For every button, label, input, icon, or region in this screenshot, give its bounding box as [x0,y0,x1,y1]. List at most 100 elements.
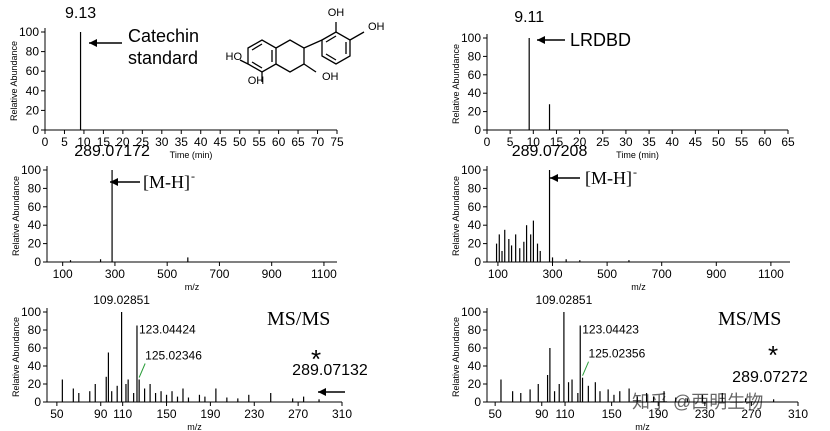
y-tick-label: 20 [28,377,42,391]
x-tick-label: 10 [527,135,541,149]
x-tick-label: 700 [209,267,229,281]
y-tick-label: 60 [28,341,42,355]
x-tick-label: 50 [50,407,64,421]
annotation: [M-H] [143,172,190,192]
arrow-head [89,39,97,47]
x-tick-label: 0 [484,135,491,149]
x-tick-label: 230 [695,407,715,421]
y-tick-label: 100 [461,31,481,45]
x-tick-label: 30 [155,135,169,149]
annotation: [M-H] [585,168,632,188]
x-tick-label: 0 [42,135,49,149]
y-tick-label: 20 [468,377,482,391]
annotation: * [768,340,778,370]
y-tick-label: 80 [26,45,40,59]
arrow-head [537,36,545,44]
y-tick-label: 0 [474,255,481,269]
x-axis-label: Time (min) [170,150,213,160]
y-tick-label: 100 [21,305,41,319]
x-tick-label: 65 [291,135,305,149]
peak-label: 289.07132 [292,362,368,379]
structure-label: HO [226,51,243,63]
peak-label: 9.13 [65,5,96,22]
x-tick-label: 60 [272,135,286,149]
x-axis-label: Time (min) [616,150,659,160]
x-tick-label: 55 [252,135,266,149]
peak-label: 123.04423 [582,323,639,337]
peak-label: 289.07172 [74,143,150,160]
y-tick-label: 60 [26,64,40,78]
x-axis-label: m/z [187,422,202,431]
x-tick-label: 1100 [311,267,337,281]
x-tick-label: 40 [194,135,208,149]
y-tick-label: 20 [28,237,42,251]
peak-label: 125.02346 [145,349,202,363]
y-tick-label: 80 [468,49,482,63]
x-tick-label: 10 [77,135,91,149]
x-tick-label: 150 [602,407,622,421]
structure-label: OH [328,7,345,19]
x-tick-label: 150 [157,407,177,421]
peak-label: 289.07272 [732,369,808,386]
x-tick-label: 55 [735,135,749,149]
x-tick-label: 40 [666,135,680,149]
x-tick-label: 300 [105,267,125,281]
x-tick-label: 90 [94,407,108,421]
y-axis-label: Relative Abundance [11,176,21,256]
label-leader [582,361,590,376]
y-tick-label: 40 [26,84,40,98]
y-tick-label: 0 [32,123,39,137]
annotation-superscript: - [633,165,637,179]
x-axis-label: m/z [635,422,650,431]
x-tick-label: 300 [542,267,562,281]
annotation: LRDBD [570,30,631,50]
y-tick-label: 60 [468,200,482,214]
y-axis-label: Relative Abundance [11,317,21,397]
y-axis-label: Relative Abundance [451,176,461,256]
x-tick-label: 190 [200,407,220,421]
y-tick-label: 80 [28,323,42,337]
structure-label: OH [248,75,265,87]
annotation: MS/MS [718,308,781,330]
y-tick-label: 80 [468,181,482,195]
y-tick-label: 40 [468,359,482,373]
y-tick-label: 100 [461,305,481,319]
x-tick-label: 70 [311,135,325,149]
x-tick-label: 700 [652,267,672,281]
x-tick-label: 310 [788,407,808,421]
peak-label: 9.11 [514,9,544,26]
x-tick-label: 100 [488,267,508,281]
x-tick-label: 1100 [758,267,784,281]
y-tick-label: 40 [468,218,482,232]
x-tick-label: 270 [741,407,761,421]
x-tick-label: 230 [244,407,264,421]
label-leader [138,363,146,378]
x-tick-label: 110 [555,407,574,421]
peak-label: 109.02851 [93,293,150,307]
x-axis-label: m/z [185,282,200,292]
y-tick-label: 60 [28,200,42,214]
peak-label: 123.04424 [139,323,196,337]
x-tick-label: 50 [233,135,247,149]
x-tick-label: 45 [689,135,703,149]
y-tick-label: 100 [21,163,41,177]
x-tick-label: 50 [712,135,726,149]
arrow-head [550,174,558,182]
x-tick-label: 500 [597,267,617,281]
x-tick-label: 65 [781,135,795,149]
x-tick-label: 25 [596,135,610,149]
annotation: Catechin [128,26,199,46]
x-tick-label: 15 [97,135,111,149]
peak-label: 289.07208 [512,143,588,160]
y-tick-label: 40 [28,218,42,232]
x-tick-label: 50 [488,407,502,421]
structure-label: OH [368,21,385,33]
x-tick-label: 30 [619,135,633,149]
x-tick-label: 500 [157,267,177,281]
y-tick-label: 60 [468,341,482,355]
y-tick-label: 80 [28,181,42,195]
y-axis-label: Relative Abundance [451,44,461,124]
x-tick-label: 270 [288,407,308,421]
x-tick-label: 100 [53,267,73,281]
